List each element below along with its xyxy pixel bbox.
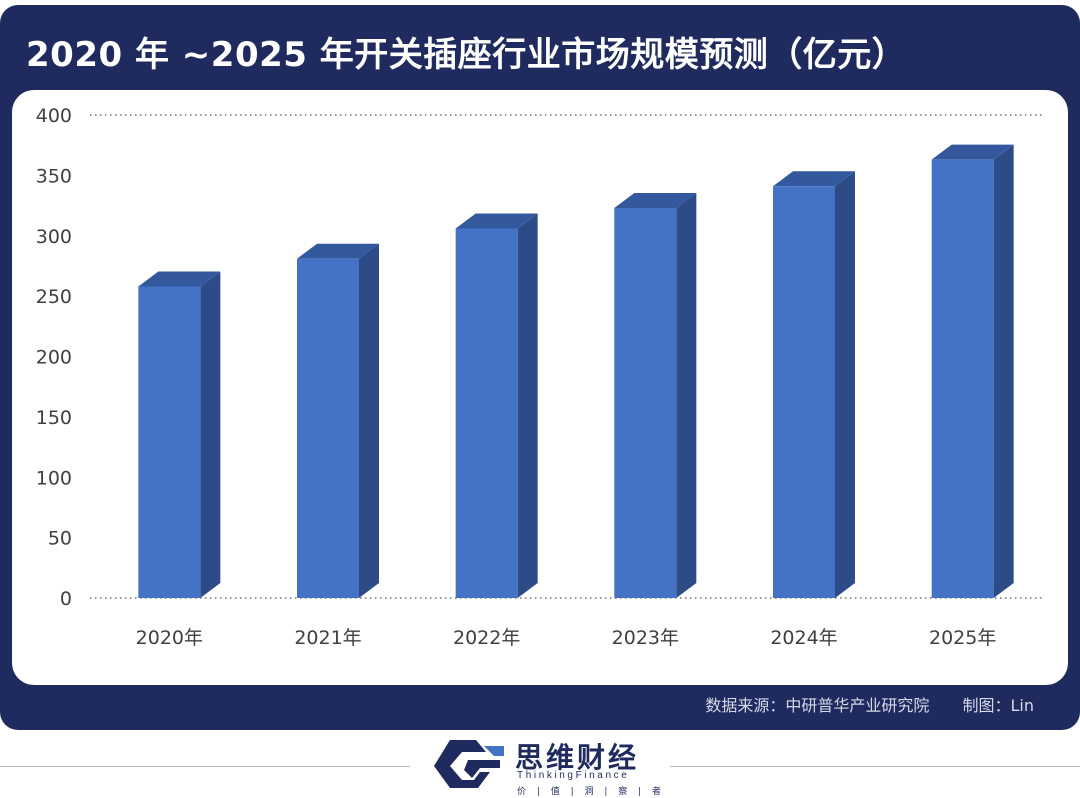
x-tick-label: 2025年 xyxy=(929,627,996,649)
y-tick-label: 300 xyxy=(36,226,72,248)
chart-title: 2020 年 ~2025 年开关插座行业市场规模预测（亿元） xyxy=(26,35,907,75)
bar-side xyxy=(517,213,538,598)
y-tick-label: 400 xyxy=(36,105,72,127)
bar-top xyxy=(455,213,538,229)
data-source-text: 数据来源：中研普华产业研究院 xyxy=(705,696,930,715)
author-text: 制图：Lin xyxy=(962,696,1034,715)
y-tick-label: 250 xyxy=(36,286,72,308)
x-tick-label: 2020年 xyxy=(136,627,203,649)
source-line: 数据来源：中研普华产业研究院 制图：Lin xyxy=(705,692,1034,716)
bar-top xyxy=(773,171,855,187)
bar xyxy=(773,186,835,598)
brand-motto: 价 | 值 | 洞 | 察 | 者 xyxy=(517,787,666,797)
x-tick-label: 2023年 xyxy=(612,627,679,649)
x-tick-label: 2022年 xyxy=(453,627,520,649)
y-tick-label: 200 xyxy=(36,347,72,369)
bar xyxy=(931,159,994,598)
bar xyxy=(614,207,677,598)
bar xyxy=(455,228,518,598)
bar-side xyxy=(359,243,379,598)
footer-divider-right xyxy=(670,766,1080,767)
bar-top xyxy=(614,192,697,208)
bar-chart: 0 50 100 150 200 250 300 350 400 2020年 2021年 2022年 2… xyxy=(36,105,1042,649)
brand-english-name: ThinkingFinance xyxy=(517,770,630,781)
brand-name: 思维财经 xyxy=(515,741,640,774)
chart-panel: 0 50 100 150 200 250 300 350 400 2020年 2021年 2022年 2… xyxy=(12,90,1068,685)
x-tick-label: 2024年 xyxy=(770,627,837,649)
y-tick-label: 150 xyxy=(36,407,72,429)
y-tick-label: 350 xyxy=(36,165,72,187)
bar xyxy=(297,258,359,598)
bar-side xyxy=(200,271,221,598)
y-tick-label: 50 xyxy=(48,528,72,550)
y-tick-label: 0 xyxy=(60,588,72,610)
bar-side xyxy=(993,144,1014,599)
bar-top xyxy=(138,271,221,287)
footer-divider-left xyxy=(0,766,410,767)
bar-top xyxy=(297,243,379,259)
bar xyxy=(138,286,201,598)
y-tick-label: 100 xyxy=(36,467,72,489)
bar-side xyxy=(835,171,855,598)
x-tick-label: 2021年 xyxy=(294,627,361,649)
thinking-finance-logo-icon xyxy=(434,740,504,788)
bar-side xyxy=(676,192,697,598)
bar-top xyxy=(931,144,1014,160)
